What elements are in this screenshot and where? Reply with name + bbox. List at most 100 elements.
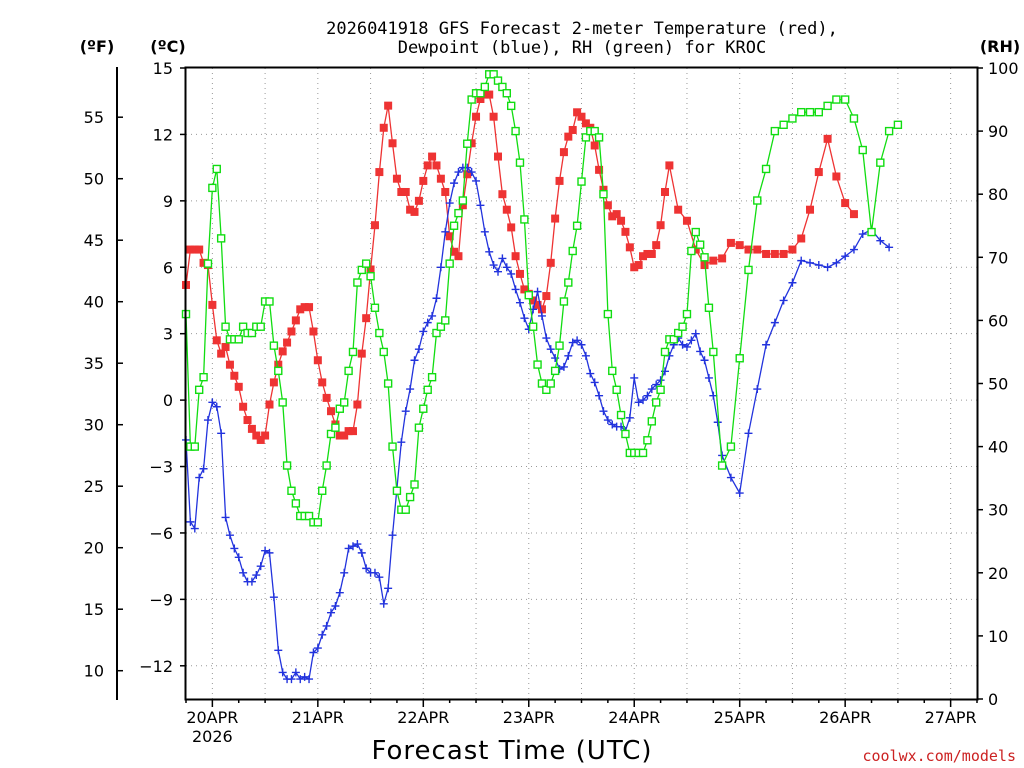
- dewpoint-point: [586, 369, 595, 378]
- rh-tick-label: 50: [988, 375, 1008, 394]
- celsius-tick-label: 12: [153, 125, 173, 144]
- dewpoint-point: [322, 621, 331, 630]
- temperature-point: [428, 152, 437, 161]
- temperature-point: [788, 245, 797, 254]
- temperature-point: [348, 427, 357, 436]
- fahrenheit-unit-label: (ºF): [80, 37, 115, 56]
- temperature-point: [217, 349, 226, 358]
- rh-point: [542, 385, 551, 395]
- temperature-point: [647, 249, 656, 258]
- temperature-point: [520, 285, 529, 294]
- rh-point: [599, 189, 608, 199]
- dewpoint-point: [885, 243, 894, 252]
- rh-point: [383, 379, 393, 388]
- dewpoint-point: [858, 230, 867, 239]
- dewpoint-point: [195, 473, 204, 482]
- dewpoint-point: [713, 418, 722, 427]
- rh-point: [441, 316, 450, 325]
- temperature-point: [269, 378, 278, 387]
- temperature-point: [225, 360, 234, 369]
- dewpoint-point: [823, 263, 832, 272]
- dewpoint-point: [265, 548, 274, 557]
- dewpoint-point: [340, 568, 349, 577]
- temperature-point: [590, 141, 599, 150]
- rh-point: [436, 322, 446, 331]
- rh-point: [678, 322, 687, 331]
- dewpoint-point: [630, 373, 639, 382]
- rh-point: [379, 347, 388, 357]
- dewpoint-point: [590, 378, 599, 387]
- x-tick-label: 27APR: [925, 708, 977, 727]
- dewpoint-point: [485, 247, 494, 256]
- temperature-point: [559, 148, 568, 157]
- rh-point: [770, 126, 780, 136]
- celsius-tick-label: −12: [139, 657, 173, 676]
- rh-tick-label: 20: [988, 564, 1008, 583]
- temperature-point: [507, 223, 516, 232]
- dewpoint-point: [652, 380, 661, 389]
- rh-point: [533, 360, 542, 369]
- temperature-point: [744, 245, 753, 254]
- rh-tick-label: 60: [988, 311, 1008, 330]
- rh-point: [660, 347, 670, 357]
- dewpoint-point: [546, 345, 555, 354]
- temperature-point: [674, 205, 683, 214]
- temperature-point: [243, 416, 252, 425]
- dewpoint-point: [291, 668, 300, 677]
- dewpoint-point: [335, 588, 344, 597]
- rh-point: [616, 410, 626, 420]
- dewpoint-point: [625, 413, 634, 422]
- rh-point: [603, 309, 613, 319]
- rh-point: [344, 366, 353, 376]
- temperature-point: [797, 234, 806, 243]
- rh-point: [726, 442, 736, 451]
- dewpoint-line: [185, 166, 890, 681]
- dewpoint-point: [581, 351, 590, 360]
- rh-point: [717, 461, 727, 470]
- temperature-point: [366, 265, 375, 274]
- temperature-point: [318, 378, 327, 387]
- temperature-point: [212, 336, 221, 345]
- temperature-point: [353, 400, 362, 409]
- dewpoint-point: [533, 287, 542, 296]
- rh-point: [572, 221, 582, 230]
- rh-point: [331, 423, 340, 432]
- dewpoint-point: [476, 201, 485, 210]
- dewpoint-point: [841, 252, 850, 261]
- temperature-point: [436, 174, 445, 183]
- credit-text: coolwx.com/models: [862, 747, 1016, 765]
- fahrenheit-tick-label: 40: [84, 293, 104, 312]
- dewpoint-point: [502, 263, 511, 272]
- temperature-point: [542, 292, 551, 301]
- temperature-point: [463, 170, 472, 179]
- rh-tick-label: 40: [988, 438, 1008, 457]
- temperature-point: [494, 152, 503, 161]
- rh-point: [849, 114, 859, 123]
- dewpoint-point: [687, 336, 696, 345]
- rh-point: [405, 492, 415, 502]
- rh-point: [647, 417, 657, 426]
- celsius-tick-label: 9: [163, 192, 173, 211]
- temperature-point: [546, 258, 555, 267]
- rh-point: [322, 461, 331, 470]
- rh-point: [265, 297, 274, 306]
- dewpoint-point: [287, 675, 296, 684]
- dewpoint-point: [814, 261, 823, 270]
- rh-point: [700, 253, 709, 262]
- x-tick-label: 20APR: [186, 708, 238, 727]
- temperature-point: [551, 214, 560, 223]
- temperature-point: [300, 303, 309, 312]
- temperature-point: [603, 201, 612, 210]
- temperature-point: [762, 249, 771, 258]
- dewpoint-point: [647, 385, 656, 394]
- temperature-point: [450, 247, 459, 256]
- temperature-point: [274, 360, 283, 369]
- rh-point: [375, 328, 384, 338]
- rh-point: [269, 341, 279, 350]
- celsius-tick-label: 3: [163, 325, 173, 344]
- celsius-tick-label: −9: [149, 590, 173, 609]
- dewpoint-point: [832, 258, 841, 267]
- dewpoint-point: [190, 524, 199, 533]
- rh-point: [410, 480, 419, 489]
